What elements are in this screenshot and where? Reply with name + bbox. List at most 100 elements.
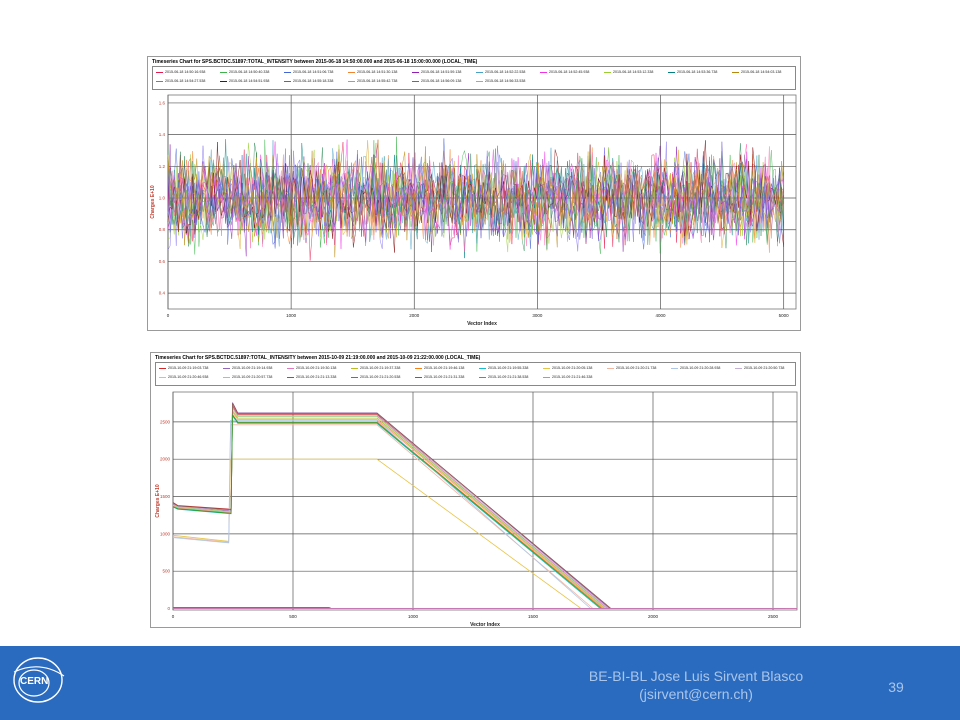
presenter-name: BE-BI-BL Jose Luis Sirvent Blasco [588, 668, 804, 684]
legend-item: 2015-06-18 14:52:45.938 [540, 70, 589, 74]
legend-item: 2015-10-09 21:20:05.138 [543, 366, 592, 370]
legend-swatch [287, 376, 294, 378]
legend-swatch [476, 71, 483, 73]
logo-text: CERN [20, 676, 48, 687]
legend-swatch [412, 80, 419, 82]
legend-swatch [223, 376, 230, 378]
legend-item: 2015-06-18 14:54:27.538 [156, 79, 205, 83]
legend-item: 2015-10-09 21:21:31.338 [415, 375, 464, 379]
legend-label: 2015-10-09 21:19:03.738 [168, 366, 209, 370]
chart-legend: 2015-06-18 14:50:16.938 2015-06-18 14:50:… [152, 66, 796, 90]
legend-item: 2015-10-09 21:20:50.738 [735, 366, 784, 370]
legend-item: 2015-10-09 21:20:28.938 [671, 366, 720, 370]
legend-item: 2015-06-18 14:50:40.338 [220, 70, 269, 74]
chart-plot: 0 500 1000 1500 2000 2500 0 500 1000 1500 2000 2500… [155, 391, 798, 628]
legend-swatch [159, 367, 166, 369]
y-tick-label: 1.6 [159, 100, 166, 105]
legend-swatch [540, 71, 547, 73]
x-tick-label: 5000 [779, 313, 790, 318]
legend-swatch [607, 367, 614, 369]
legend-label: 2015-06-18 14:53:12.338 [613, 70, 654, 74]
series-line [167, 139, 784, 249]
legend-label: 2015-06-18 14:55:18.338 [293, 79, 334, 83]
legend-item: 2015-10-09 21:19:46.138 [415, 366, 464, 370]
legend-label: 2015-06-18 14:53:36.738 [677, 70, 718, 74]
legend-item: 2015-10-09 21:20:21.738 [607, 366, 656, 370]
plot-area [172, 391, 798, 611]
legend-label: 2015-10-09 21:20:50.738 [744, 366, 785, 370]
legend-label: 2015-06-18 14:52:45.938 [549, 70, 590, 74]
legend-item: 2015-06-18 14:55:18.338 [284, 79, 333, 83]
legend-item: 2015-06-18 14:51:59.138 [412, 70, 461, 74]
legend-label: 2015-06-18 14:50:16.938 [165, 70, 206, 74]
legend-swatch [412, 71, 419, 73]
legend-swatch [479, 376, 486, 378]
legend-label: 2015-10-09 21:20:46.938 [168, 375, 209, 379]
legend-swatch [159, 376, 166, 378]
legend-item: 2015-10-09 21:19:30.138 [287, 366, 336, 370]
legend-swatch [348, 71, 355, 73]
x-axis-label: Vector Index [470, 622, 500, 628]
page-number: 39 [888, 679, 904, 695]
x-tick-label: 1000 [286, 313, 297, 318]
legend-item: 2015-10-09 21:21:38.538 [479, 375, 528, 379]
cern-logo-icon: CERN [13, 657, 65, 703]
legend-label: 2015-10-09 21:19:55.338 [488, 366, 529, 370]
legend-label: 2015-10-09 21:20:21.738 [616, 366, 657, 370]
y-tick-label: 1.2 [159, 164, 166, 169]
y-tick-label: 0.8 [159, 227, 166, 232]
x-tick-label: 2000 [648, 614, 659, 619]
chart-title: Timeseries Chart for SPS.BCTDC.51897:TOT… [152, 59, 478, 65]
legend-label: 2015-10-09 21:19:46.138 [424, 366, 465, 370]
legend-item: 2015-10-09 21:19:14.938 [223, 366, 272, 370]
y-tick-label: 1500 [160, 494, 171, 499]
legend-swatch [284, 80, 291, 82]
y-tick-label: 1.0 [159, 196, 166, 201]
x-tick-label: 0 [172, 614, 175, 619]
legend-swatch [415, 376, 422, 378]
legend-label: 2015-10-09 21:20:57.738 [232, 375, 273, 379]
legend-item: 2015-10-09 21:21:20.538 [351, 375, 400, 379]
x-tick-label: 1500 [528, 614, 539, 619]
presenter-email: (jsirvent@cern.ch) [639, 686, 753, 702]
legend-swatch [671, 367, 678, 369]
legend-label: 2015-06-18 14:56:33.538 [485, 79, 526, 83]
legend-swatch [543, 367, 550, 369]
legend-label: 2015-10-09 21:21:31.338 [424, 375, 465, 379]
chart-plot: 0 1000 2000 3000 4000 5000 0.4 0.6 0.8 1.0 1.2 1.4 1… [150, 94, 797, 327]
legend-swatch [668, 71, 675, 73]
legend-swatch [732, 71, 739, 73]
legend-item: 2015-06-18 14:56:33.538 [476, 79, 525, 83]
y-tick-label: 1000 [160, 531, 171, 536]
presenter-credit: BE-BI-BL Jose Luis Sirvent Blasco (jsirv… [560, 667, 832, 703]
legend-label: 2015-10-09 21:21:46.338 [552, 375, 593, 379]
legend-item: 2015-06-18 14:51:06.738 [284, 70, 333, 74]
legend-swatch [284, 71, 291, 73]
legend-label: 2015-06-18 14:56:09.138 [421, 79, 462, 83]
footer-bar: CERN BE-BI-BL Jose Luis Sirvent Blasco (… [0, 646, 960, 720]
legend-swatch [351, 376, 358, 378]
legend-label: 2015-10-09 21:20:28.938 [680, 366, 721, 370]
legend-item: 2015-06-18 14:56:09.138 [412, 79, 461, 83]
legend-item: 2015-06-18 14:53:12.338 [604, 70, 653, 74]
y-tick-label: 0.4 [159, 291, 166, 296]
legend-label: 2015-06-18 14:51:06.738 [293, 70, 334, 74]
y-tick-label: 0 [167, 606, 170, 611]
chart-legend: 2015-10-09 21:19:03.738 2015-10-09 21:19:… [155, 362, 796, 386]
x-tick-label: 4000 [656, 313, 667, 318]
legend-swatch [604, 71, 611, 73]
legend-item: 2015-06-18 14:53:36.738 [668, 70, 717, 74]
legend-swatch [287, 367, 294, 369]
legend-item: 2015-10-09 21:21:13.338 [287, 375, 336, 379]
legend-swatch [351, 367, 358, 369]
legend-swatch [735, 367, 742, 369]
legend-label: 2015-10-09 21:19:30.138 [296, 366, 337, 370]
legend-label: 2015-06-18 14:54:03.138 [741, 70, 782, 74]
legend-swatch [220, 71, 227, 73]
x-tick-label: 500 [289, 614, 297, 619]
x-tick-label: 2500 [768, 614, 779, 619]
legend-label: 2015-10-09 21:21:38.538 [488, 375, 529, 379]
chart-title: Timeseries Chart for SPS.BCTDC.51897:TOT… [155, 355, 481, 361]
legend-swatch [220, 80, 227, 82]
legend-label: 2015-06-18 14:51:30.138 [357, 70, 398, 74]
